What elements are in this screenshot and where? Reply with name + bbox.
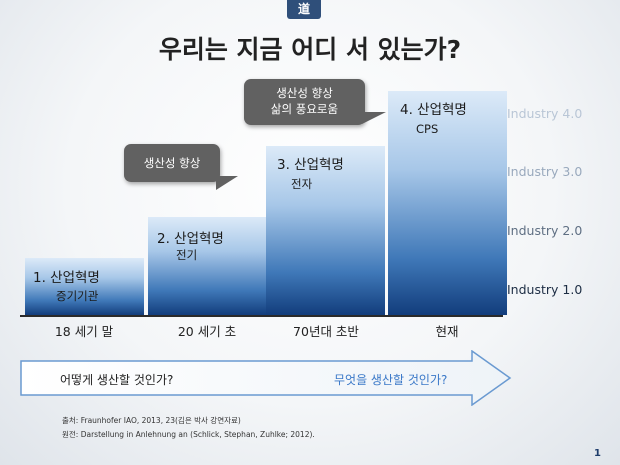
section-badge: 道 (287, 0, 321, 19)
timeline-baseline (20, 315, 503, 317)
bar-revolution-3 (266, 146, 385, 315)
bar-label-2: 2. 산업혁명 (157, 231, 224, 247)
bar-revolution-4 (388, 91, 507, 315)
industry-label-3: Industry 3.0 (507, 164, 583, 179)
callout-prosperity: 생산성 향상 삶의 풍요로움 (244, 79, 365, 125)
era-label-3: 70년대 초반 (293, 324, 359, 339)
era-label-1: 18 세기 말 (54, 324, 114, 339)
bar-revolution-2 (148, 217, 267, 315)
page-title: 우리는 지금 어디 서 있는가? (158, 35, 462, 64)
bar-label-1: 1. 산업혁명 (33, 270, 100, 286)
bar-sub-3: 전자 (291, 177, 313, 191)
callout-prosperity-line1: 생산성 향상 (276, 86, 333, 100)
bar-revolution-1 (25, 258, 144, 315)
industry-label-2: Industry 2.0 (507, 223, 583, 238)
industry-label-1: Industry 1.0 (507, 282, 583, 297)
era-label-2: 20 세기 초 (177, 324, 237, 339)
footnote-source: 출처: Fraunhofer IAO, 2013, 23(김은 박사 강연자료) (62, 416, 241, 425)
bar-label-3: 3. 산업혁명 (277, 157, 344, 173)
bar-label-4: 4. 산업혁명 (400, 102, 467, 118)
bar-sub-4: CPS (416, 122, 439, 136)
callout-productivity-tail (216, 176, 238, 190)
callout-productivity-text: 생산성 향상 (143, 156, 201, 170)
industry-label-4: Industry 4.0 (507, 106, 583, 121)
era-label-4: 현재 (435, 324, 459, 339)
callout-prosperity-tail (362, 112, 386, 124)
page-number: 1 (594, 448, 601, 459)
arrow-left-text: 어떻게 생산할 것인가? (60, 373, 174, 387)
bar-sub-1: 증기기관 (56, 289, 99, 303)
direction-arrow (20, 350, 512, 406)
bar-sub-2: 전기 (176, 248, 198, 262)
callout-productivity: 생산성 향상 (124, 144, 220, 182)
arrow-right-text: 무엇을 생산할 것인가? (334, 373, 448, 387)
callout-prosperity-line2: 삶의 풍요로움 (270, 102, 339, 116)
footnote-origin: 원전: Darstellung in Anlehnung an (Schlick… (62, 430, 315, 439)
